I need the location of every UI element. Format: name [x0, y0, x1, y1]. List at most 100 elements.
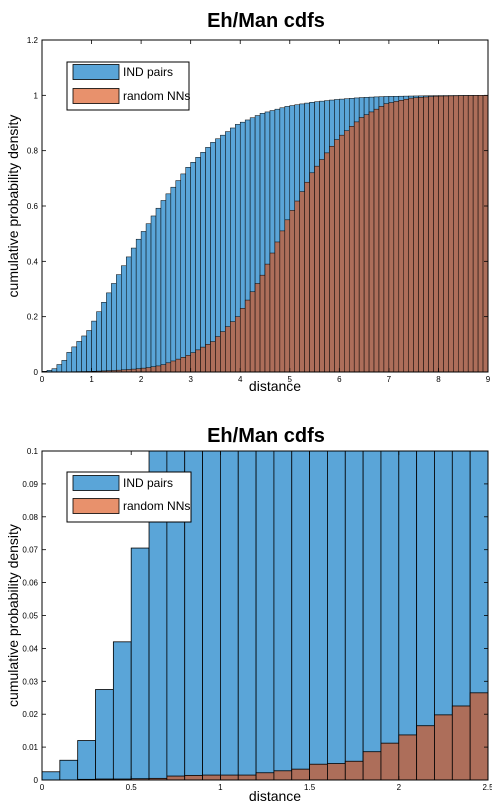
- top-chart-ticks: 0 1 2 3 4 5 6 7 8 9 0 0.2 0.4 0.6 0.8 1 1.2: [27, 36, 491, 384]
- ind-pairs-bar: [202, 450, 221, 781]
- y-tick-label: 0.8: [27, 147, 39, 156]
- bottom-chart-bars: [41, 450, 489, 781]
- ind-pairs-bar: [165, 193, 172, 373]
- random-nns-bar: [469, 692, 489, 781]
- ind-pairs-bar: [76, 341, 82, 373]
- ind-pairs-bar: [106, 292, 112, 373]
- random-nns-bar: [210, 341, 216, 373]
- top-chart-bars: [41, 95, 489, 373]
- random-nns-bar: [309, 172, 315, 373]
- top-chart-title: Eh/Man cdfs: [207, 10, 325, 32]
- random-nns-bar: [237, 774, 257, 781]
- random-nns-bar: [190, 352, 196, 373]
- top-chart: Eh/Man cdfs 0 1 2 3 4 5 6 7 8 900.20.40.60.811.2 …: [5, 10, 491, 394]
- random-nns-bar: [433, 95, 439, 373]
- legend-label-random-nns: random NNs: [123, 499, 190, 513]
- random-nns-bar: [160, 364, 167, 373]
- legend-swatch-random-nns: [72, 498, 120, 514]
- ind-pairs-bar: [155, 207, 162, 373]
- y-tick-label: 0.08: [22, 513, 38, 522]
- ind-pairs-bar: [95, 689, 114, 781]
- ind-pairs-bar: [380, 450, 400, 781]
- ind-pairs-bar: [398, 450, 418, 781]
- ind-pairs-bar: [59, 759, 79, 781]
- random-nns-bar: [200, 346, 206, 373]
- top-chart-y-axis-label: cumulative probability density: [5, 115, 21, 298]
- ind-pairs-bar: [180, 173, 186, 373]
- x-tick-label: 7: [387, 375, 392, 384]
- random-nns-bar: [219, 774, 239, 781]
- random-nns-bar: [362, 751, 382, 781]
- random-nns-bar: [368, 111, 375, 373]
- x-tick-label: 1.5: [304, 783, 316, 792]
- random-nns-bar: [353, 121, 360, 373]
- y-tick-label: 0.02: [22, 710, 38, 719]
- random-nns-bar: [398, 734, 418, 781]
- random-nns-bar: [291, 768, 311, 781]
- random-nns-bar: [304, 181, 310, 373]
- random-nns-bar: [289, 210, 295, 373]
- y-tick-label: 0.2: [27, 313, 39, 322]
- random-nns-bar: [339, 134, 345, 373]
- random-nns-bar: [284, 219, 291, 373]
- ind-pairs-bar: [195, 157, 201, 373]
- random-nns-bar: [348, 126, 355, 373]
- random-nns-bar: [334, 139, 340, 373]
- y-tick-label: 0.01: [22, 743, 38, 752]
- ind-pairs-bar: [145, 223, 152, 373]
- y-tick-label: 0.09: [22, 480, 38, 489]
- y-tick-label: 1: [34, 91, 39, 100]
- ind-pairs-bar: [86, 330, 92, 373]
- x-tick-label: 6: [337, 375, 342, 384]
- random-nns-bar: [329, 145, 335, 373]
- random-nns-bar: [393, 101, 400, 373]
- random-nns-bar: [166, 775, 186, 781]
- y-tick-label: 0.06: [22, 579, 38, 588]
- random-nns-bar: [235, 316, 241, 373]
- random-nns-bar: [140, 367, 147, 373]
- random-nns-bar: [180, 357, 186, 373]
- random-nns-bar: [388, 102, 395, 373]
- x-tick-label: 1: [218, 783, 223, 792]
- y-tick-label: 0: [34, 776, 39, 785]
- random-nns-bar: [462, 95, 469, 373]
- random-nns-bar: [170, 360, 177, 373]
- ind-pairs-bar: [237, 450, 257, 781]
- bottom-chart-y-axis-label: cumulative probability density: [5, 524, 21, 707]
- x-tick-label: 2.5: [482, 783, 492, 792]
- ind-pairs-bar: [112, 641, 132, 781]
- ind-pairs-bar: [130, 547, 150, 781]
- ind-pairs-bar: [101, 302, 107, 373]
- random-nns-bar: [273, 770, 293, 781]
- y-tick-label: 0.6: [27, 202, 39, 211]
- random-nns-bar: [309, 763, 328, 781]
- x-tick-label: 5: [288, 375, 293, 384]
- ind-pairs-bar: [160, 200, 167, 373]
- random-nns-bar: [458, 95, 464, 373]
- legend-swatch-random-nns: [72, 88, 120, 104]
- random-nns-bar: [175, 358, 182, 373]
- random-nns-bar: [344, 760, 364, 781]
- random-nns-bar: [279, 230, 286, 373]
- random-nns-bar: [274, 241, 281, 373]
- bottom-chart: Eh/Man cdfs 0 0.5 1 1.5 2 2.5 0 0.01 0.02 0.03 0.0…: [5, 425, 492, 804]
- random-nns-bar: [378, 106, 385, 373]
- random-nns-bar: [269, 252, 276, 373]
- random-nns-bar: [254, 283, 261, 373]
- random-nns-bar: [358, 117, 365, 373]
- x-tick-label: 3: [188, 375, 193, 384]
- ind-pairs-bar: [130, 247, 137, 373]
- random-nns-bar: [467, 95, 474, 373]
- ind-pairs-bar: [81, 335, 87, 373]
- ind-pairs-bar: [344, 450, 364, 781]
- x-tick-label: 1: [89, 375, 94, 384]
- ind-pairs-bar: [273, 450, 293, 781]
- random-nns-bar: [380, 742, 400, 781]
- random-nns-bar: [150, 366, 157, 373]
- y-tick-label: 0.4: [27, 257, 39, 266]
- ind-pairs-bar: [125, 256, 132, 373]
- ind-pairs-bar: [362, 450, 382, 781]
- random-nns-bar: [244, 299, 251, 373]
- y-tick-label: 0: [34, 368, 39, 377]
- ind-pairs-bar: [71, 346, 77, 373]
